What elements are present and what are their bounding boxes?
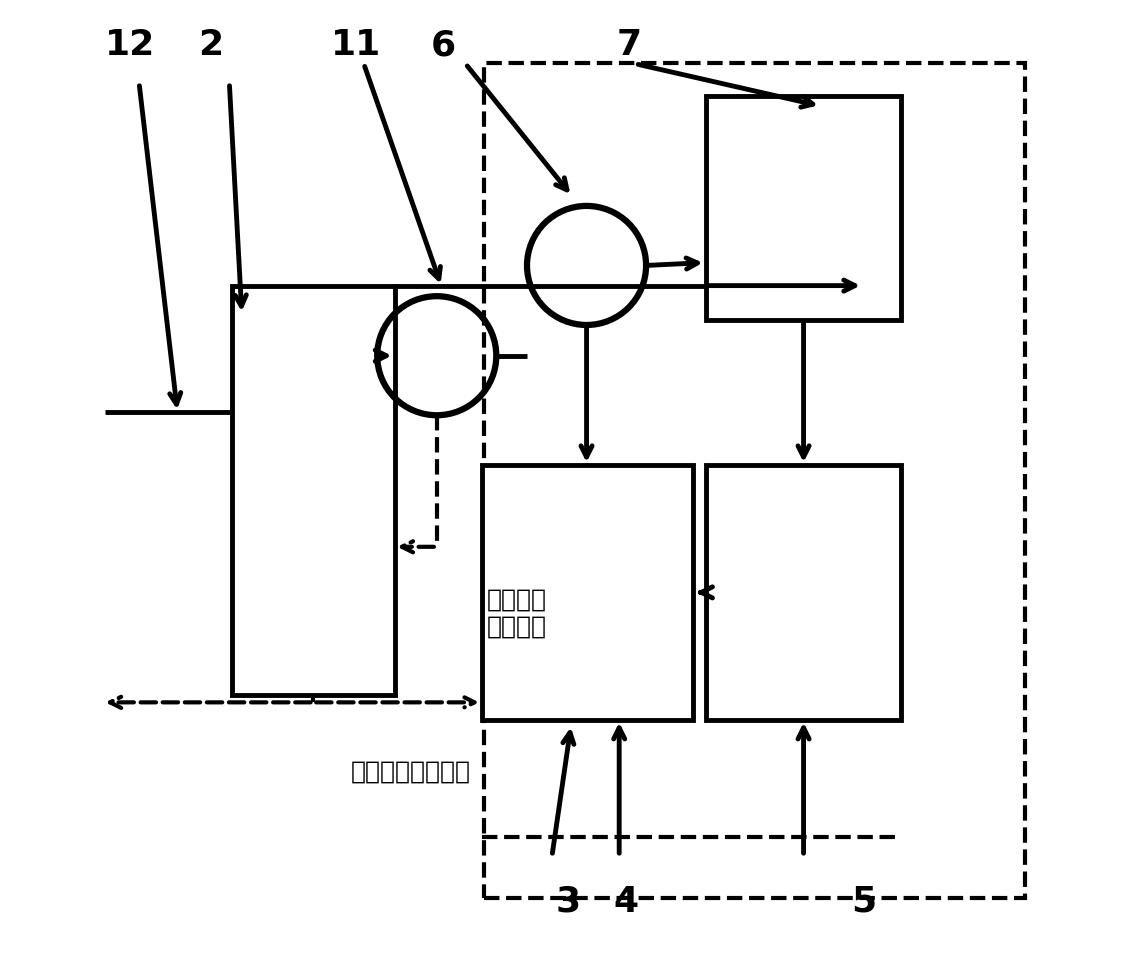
Text: 低温液体环境工质: 低温液体环境工质 [350, 760, 470, 784]
Bar [482, 465, 693, 719]
Text: 11: 11 [331, 28, 381, 63]
Bar [706, 465, 902, 719]
Text: 5: 5 [852, 885, 877, 919]
Text: 2: 2 [198, 28, 224, 63]
Bar [483, 63, 1026, 898]
Text: 7: 7 [616, 28, 641, 63]
Text: 12: 12 [105, 28, 154, 63]
Text: 6: 6 [431, 28, 456, 63]
Text: 吸热后的
环境工质: 吸热后的 环境工质 [487, 587, 547, 638]
Bar [232, 286, 394, 694]
Text: 3: 3 [556, 885, 580, 919]
Text: 4: 4 [613, 885, 639, 919]
Bar [706, 96, 902, 320]
